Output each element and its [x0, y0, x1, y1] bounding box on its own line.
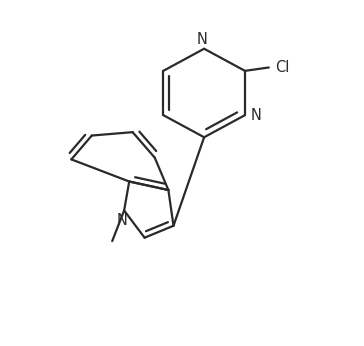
Text: N: N	[117, 213, 128, 228]
Text: Cl: Cl	[276, 60, 290, 75]
Text: N: N	[250, 108, 261, 122]
Text: N: N	[197, 32, 208, 47]
